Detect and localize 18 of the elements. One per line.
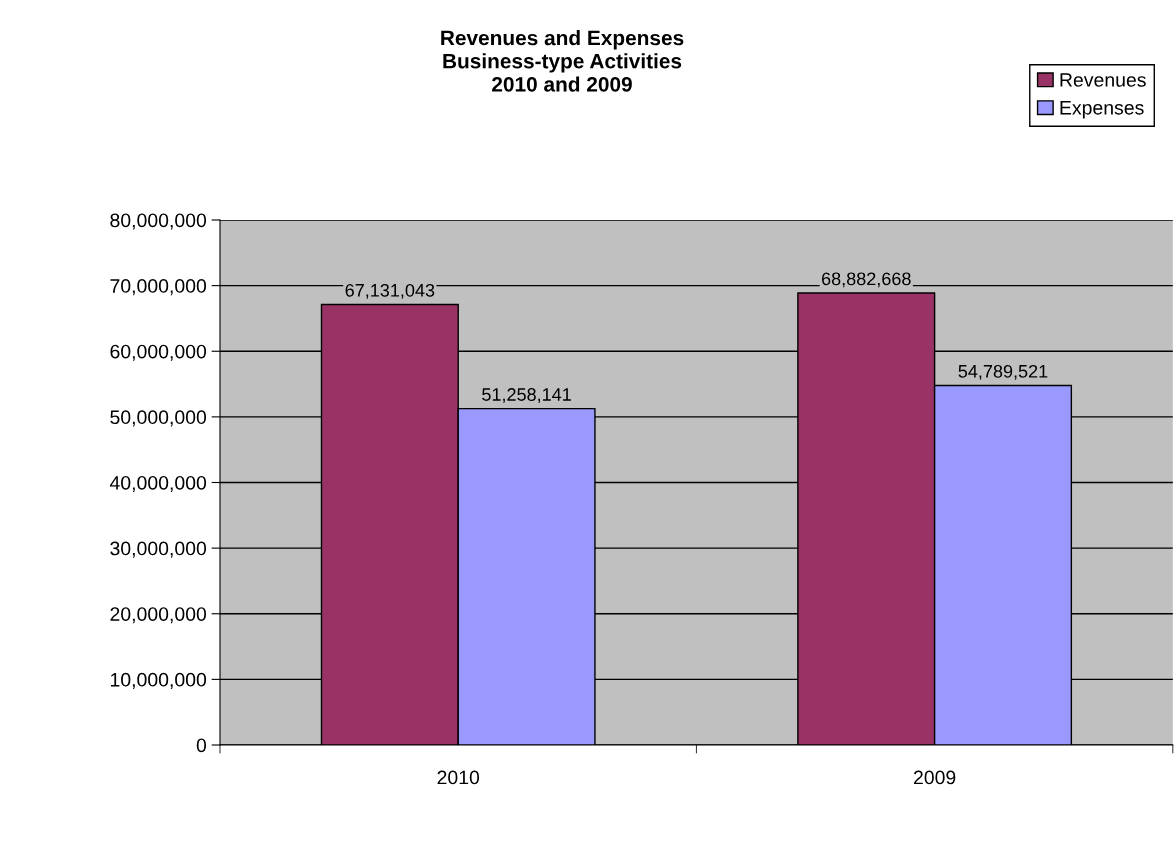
- y-tick-label: 10,000,000: [110, 672, 207, 689]
- y-tick-label: 80,000,000: [110, 213, 207, 230]
- y-tick-label: 60,000,000: [110, 344, 207, 361]
- y-tick-label: 30,000,000: [110, 541, 207, 558]
- chart-title: Revenues and Expenses Business-type Activities 2010 and 2009: [441, 30, 684, 92]
- data-label: 51,258,141: [482, 388, 571, 404]
- x-tick-label: 2010: [437, 770, 480, 785]
- x-tick-label: 2009: [913, 770, 956, 785]
- y-tick-label: 40,000,000: [109, 475, 207, 493]
- data-label: 68,882,668: [821, 272, 911, 288]
- y-tick-label: 50,000,000: [110, 410, 207, 427]
- y-tick-label: 20,000,000: [110, 607, 207, 624]
- data-label: 54,789,521: [958, 364, 1048, 380]
- y-tick-label: 0: [196, 738, 207, 753]
- legend-label: Revenues: [1060, 73, 1146, 87]
- data-label: 67,131,043: [345, 283, 435, 299]
- y-tick-label: 70,000,000: [110, 279, 207, 296]
- legend-label: Expenses: [1060, 101, 1144, 119]
